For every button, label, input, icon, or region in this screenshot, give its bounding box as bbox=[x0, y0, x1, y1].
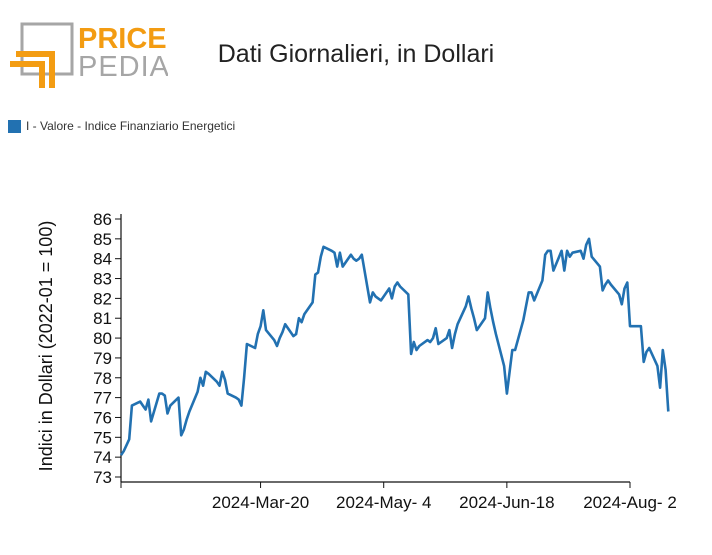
y-tick-label: 78 bbox=[93, 369, 112, 388]
series-line bbox=[119, 237, 670, 456]
x-axis: 2024-Mar-20 2024-May- 4 2024-Jun-18 2024-Au… bbox=[120, 481, 677, 512]
x-tick-label: 2024-Jun-18 bbox=[459, 493, 554, 512]
x-tick-label: 2024-Mar-20 bbox=[212, 493, 309, 512]
x-tick-label: 2024-May- 4 bbox=[336, 493, 431, 512]
y-tick-label: 79 bbox=[93, 349, 112, 368]
legend-label: I - Valore - Indice Finanziario Energeti… bbox=[26, 119, 236, 133]
y-tick-label: 80 bbox=[93, 329, 112, 348]
legend-swatch bbox=[8, 119, 21, 133]
logo-word-price: PRICE bbox=[78, 23, 167, 55]
chart-title: Dati Giornalieri, in Dollari bbox=[217, 40, 495, 68]
y-tick-label: 81 bbox=[93, 309, 112, 328]
y-tick-label: 76 bbox=[93, 408, 112, 427]
y-tick-label: 83 bbox=[93, 270, 112, 289]
y-tick-label: 73 bbox=[93, 468, 112, 487]
y-axis-title: Indici in Dollari (2022-01 = 100) bbox=[36, 221, 56, 472]
logo-frame-gray bbox=[20, 22, 74, 76]
y-tick-label: 85 bbox=[93, 230, 112, 249]
logo-bracket-inner bbox=[16, 51, 55, 88]
logo-bracket-outer bbox=[10, 61, 45, 88]
y-tick-label: 77 bbox=[93, 389, 112, 408]
logo-word-pedia: PEDIA bbox=[78, 51, 168, 83]
series-layer bbox=[119, 237, 670, 456]
y-tick-label: 75 bbox=[93, 428, 112, 447]
x-tick-label: 2024-Aug- 2 bbox=[583, 493, 677, 512]
y-tick-label: 84 bbox=[93, 250, 112, 269]
y-tick-label: 74 bbox=[93, 448, 112, 467]
y-tick-label: 82 bbox=[93, 289, 112, 308]
pricepedia-logo: PRICE PEDIA bbox=[10, 22, 168, 88]
y-tick-label: 86 bbox=[93, 210, 112, 229]
legend: I - Valore - Indice Finanziario Energeti… bbox=[8, 119, 235, 133]
